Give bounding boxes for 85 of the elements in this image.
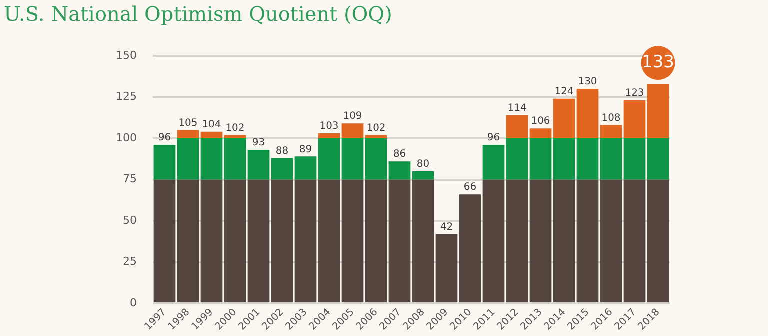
bar bbox=[506, 180, 528, 303]
bar bbox=[553, 180, 576, 303]
bar bbox=[647, 180, 670, 303]
total-label: 108 bbox=[602, 112, 621, 124]
bar bbox=[553, 138, 576, 180]
y-tick-label: 25 bbox=[122, 255, 137, 268]
bar bbox=[271, 180, 294, 303]
total-label: 66 bbox=[464, 182, 477, 194]
total-label: 89 bbox=[299, 144, 312, 156]
bar bbox=[600, 180, 622, 303]
total-label: 105 bbox=[178, 118, 198, 129]
bar bbox=[624, 138, 646, 180]
bar bbox=[177, 180, 200, 303]
total-label: 96 bbox=[487, 132, 500, 144]
bar bbox=[576, 180, 599, 303]
total-label: 104 bbox=[202, 120, 222, 130]
bar bbox=[248, 150, 270, 180]
bar bbox=[365, 135, 388, 139]
bar bbox=[342, 138, 364, 180]
bar bbox=[553, 98, 576, 139]
bar bbox=[365, 138, 388, 180]
bar bbox=[647, 138, 670, 180]
bar bbox=[482, 145, 505, 180]
total-label: 114 bbox=[508, 103, 527, 114]
bar bbox=[294, 156, 317, 180]
bar bbox=[154, 145, 176, 180]
total-label: 96 bbox=[158, 132, 172, 144]
bar bbox=[530, 180, 552, 303]
bar bbox=[647, 84, 670, 139]
y-tick-label: 50 bbox=[122, 214, 137, 227]
bar bbox=[459, 194, 482, 303]
bar bbox=[482, 180, 505, 303]
bar bbox=[200, 180, 223, 303]
total-label: 133 bbox=[642, 52, 674, 72]
total-label: 93 bbox=[252, 138, 266, 149]
y-tick-label: 100 bbox=[116, 131, 137, 144]
bar bbox=[200, 138, 223, 180]
bar bbox=[576, 89, 599, 139]
y-tick-label: 75 bbox=[122, 172, 137, 186]
bar bbox=[318, 138, 340, 180]
bar bbox=[388, 162, 411, 180]
bar bbox=[412, 180, 434, 303]
total-label: 102 bbox=[366, 122, 386, 134]
bar bbox=[154, 180, 176, 303]
bar bbox=[248, 180, 270, 303]
total-label: 86 bbox=[393, 149, 406, 160]
bar bbox=[412, 172, 434, 180]
total-label: 42 bbox=[440, 222, 454, 233]
bar bbox=[271, 158, 294, 180]
bar bbox=[506, 138, 528, 180]
total-label: 109 bbox=[343, 111, 362, 122]
bar bbox=[624, 180, 646, 303]
bar bbox=[318, 180, 340, 303]
total-label: 102 bbox=[226, 122, 245, 134]
bar bbox=[342, 180, 364, 303]
chart-title: U.S. National Optimism Quotient (OQ) bbox=[4, 2, 392, 26]
total-label: 123 bbox=[625, 88, 644, 100]
total-label: 103 bbox=[320, 121, 339, 132]
total-label: 88 bbox=[276, 146, 289, 157]
bar bbox=[624, 100, 646, 139]
bar bbox=[177, 130, 200, 139]
total-label: 130 bbox=[578, 76, 598, 88]
bar bbox=[224, 180, 246, 303]
total-label: 124 bbox=[554, 86, 574, 98]
bar bbox=[177, 138, 200, 180]
bar bbox=[224, 138, 246, 180]
bar bbox=[600, 138, 622, 180]
bar bbox=[436, 234, 458, 303]
total-label: 80 bbox=[416, 159, 430, 170]
bar bbox=[224, 135, 246, 139]
bar bbox=[342, 124, 364, 139]
y-tick-label: 125 bbox=[116, 90, 137, 104]
bar bbox=[506, 115, 528, 139]
bar bbox=[294, 180, 317, 303]
total-label: 106 bbox=[531, 116, 550, 128]
bar bbox=[600, 125, 622, 139]
bar bbox=[318, 134, 340, 139]
bar bbox=[530, 128, 552, 139]
bar bbox=[576, 138, 599, 180]
y-tick-label: 0 bbox=[130, 296, 137, 310]
bar bbox=[388, 180, 411, 303]
bar bbox=[200, 132, 223, 139]
y-tick-label: 150 bbox=[116, 48, 137, 62]
bar bbox=[365, 180, 388, 303]
bar bbox=[530, 138, 552, 180]
